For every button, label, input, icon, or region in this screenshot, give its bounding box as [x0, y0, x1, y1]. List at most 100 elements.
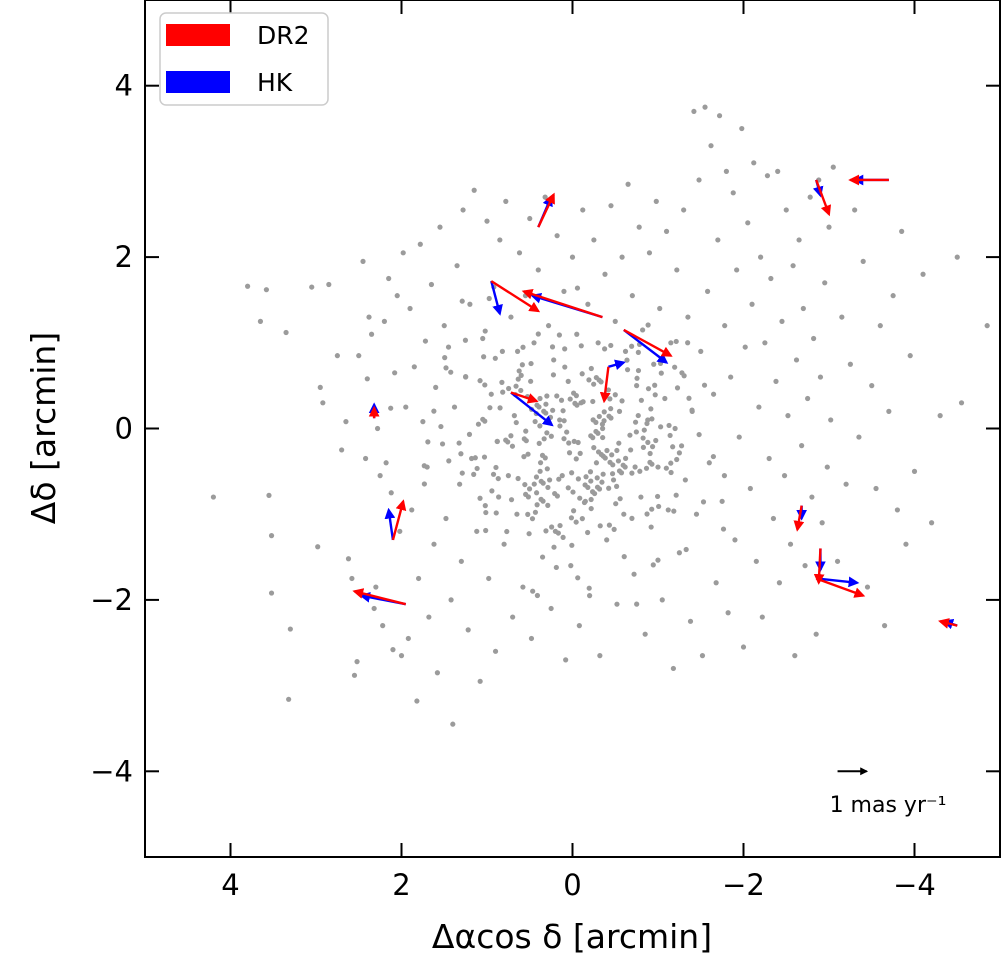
field-star [582, 482, 588, 488]
field-star [579, 371, 585, 377]
field-star [210, 494, 216, 500]
field-star [569, 254, 576, 260]
field-star [462, 337, 469, 343]
field-star [650, 562, 656, 568]
field-star [585, 301, 591, 307]
field-star [561, 288, 567, 294]
field-star [548, 433, 554, 439]
dr2-vector [490, 280, 541, 313]
field-star [487, 405, 493, 411]
field-star [644, 511, 650, 517]
field-star [514, 511, 520, 517]
field-star [566, 450, 573, 456]
dr2-vector [938, 618, 958, 629]
field-star [580, 399, 586, 405]
field-star [599, 479, 605, 485]
field-star [701, 382, 708, 388]
field-star [381, 318, 387, 324]
field-star [493, 464, 499, 471]
field-star [575, 575, 581, 581]
field-star [544, 466, 550, 472]
field-star [540, 480, 546, 486]
field-star [629, 470, 635, 476]
field-star [568, 515, 575, 521]
field-star [702, 104, 708, 110]
field-star [569, 542, 575, 548]
field-star [937, 413, 943, 419]
field-star [721, 473, 728, 479]
field-star [713, 580, 719, 586]
field-star [309, 284, 315, 290]
field-star [852, 207, 858, 213]
field-star [573, 519, 579, 525]
dr2-vector [813, 548, 825, 585]
field-star [595, 449, 602, 455]
field-star [480, 335, 486, 342]
field-star [586, 377, 592, 383]
field-star [529, 516, 536, 522]
field-star [920, 271, 926, 277]
field-star [700, 499, 707, 505]
field-star [658, 424, 664, 430]
field-star [558, 397, 565, 403]
field-star [793, 357, 800, 363]
field-star [670, 665, 676, 672]
field-star [569, 470, 575, 476]
field-star [315, 544, 321, 550]
field-star [860, 258, 866, 264]
field-star [681, 207, 687, 213]
field-star [426, 614, 432, 620]
field-star [605, 387, 612, 393]
field-star [354, 659, 360, 665]
field-star [614, 601, 620, 607]
field-star [477, 378, 483, 384]
field-star [525, 451, 531, 457]
field-star [390, 647, 396, 653]
field-star [362, 455, 369, 462]
field-star [628, 447, 634, 453]
field-star [638, 494, 644, 500]
field-star [515, 475, 521, 482]
field-star [364, 376, 370, 382]
field-star [594, 475, 600, 481]
field-star [570, 489, 576, 495]
field-star [710, 391, 717, 397]
field-star [674, 456, 680, 463]
field-star [486, 575, 492, 582]
field-star [526, 486, 533, 492]
field-star [622, 464, 628, 470]
field-star [334, 353, 340, 359]
field-star [685, 314, 691, 320]
field-star [894, 507, 901, 513]
field-star [591, 445, 597, 451]
field-star [610, 477, 617, 483]
field-star [618, 470, 625, 476]
field-star [693, 511, 700, 517]
field-star [543, 410, 549, 416]
field-star [541, 436, 547, 442]
field-star [687, 618, 694, 624]
field-star [567, 396, 573, 402]
x-tick-label: 0 [563, 868, 581, 902]
field-star [516, 250, 523, 256]
field-star [492, 355, 498, 361]
field-star [645, 322, 651, 328]
field-star [450, 721, 456, 727]
field-star [600, 425, 606, 432]
field-star [600, 434, 606, 441]
field-star [614, 447, 620, 454]
field-star [499, 348, 505, 354]
field-star [749, 301, 755, 307]
field-star [407, 305, 413, 312]
field-star [565, 378, 571, 384]
field-star [608, 342, 614, 349]
field-star [286, 696, 292, 702]
field-star [550, 407, 556, 413]
field-star [496, 494, 502, 500]
field-star [813, 631, 819, 637]
field-star [374, 425, 381, 432]
field-star [497, 405, 503, 411]
field-star [753, 558, 759, 564]
field-star [588, 496, 594, 503]
field-star [792, 653, 798, 659]
